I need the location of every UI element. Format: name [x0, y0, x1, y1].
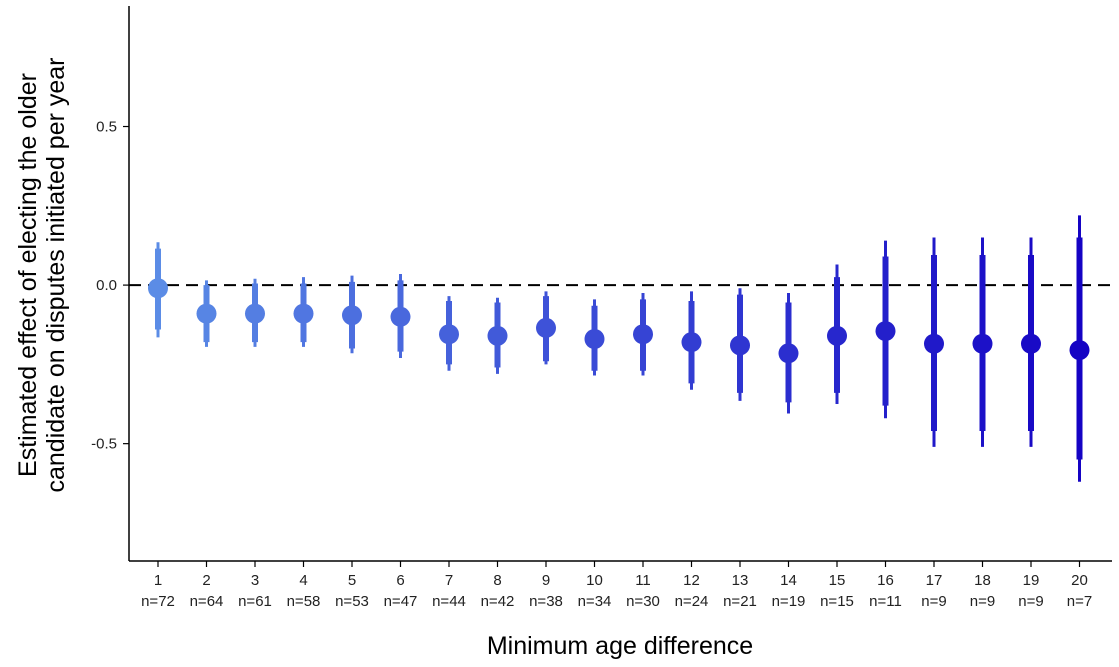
x-tick-label: 8 — [493, 572, 501, 589]
sample-size-label: n=7 — [1067, 593, 1092, 610]
y-axis-title-line-1: Estimated effect of electing the older — [14, 73, 42, 477]
sample-size-label: n=64 — [190, 593, 224, 610]
sample-size-label: n=72 — [141, 593, 175, 610]
x-tick-label: 2 — [202, 572, 210, 589]
sample-size-label: n=61 — [238, 593, 272, 610]
x-tick-label: 20 — [1071, 572, 1088, 589]
x-tick-label: 5 — [348, 572, 356, 589]
estimate-point — [148, 278, 168, 299]
estimate-point — [390, 306, 411, 327]
sample-size-label: n=9 — [921, 593, 946, 610]
x-tick-label: 9 — [542, 572, 550, 589]
x-tick-label: 16 — [877, 572, 894, 589]
estimate-point — [681, 332, 702, 353]
x-axis-title: Minimum age difference — [487, 632, 753, 660]
estimate-point — [487, 325, 508, 346]
sample-size-label: n=30 — [626, 593, 660, 610]
sample-size-label: n=44 — [432, 593, 466, 610]
sample-size-label: n=58 — [287, 593, 321, 610]
x-tick-label: 1 — [154, 572, 162, 589]
estimate-point — [1021, 333, 1041, 354]
sample-size-label: n=47 — [384, 593, 418, 610]
y-tick-label: 0.5 — [96, 119, 117, 136]
x-tick-label: 10 — [586, 572, 603, 589]
sample-size-label: n=53 — [335, 593, 369, 610]
x-tick-label: 14 — [780, 572, 797, 589]
x-tick-label: 6 — [396, 572, 404, 589]
x-tick-label: 12 — [683, 572, 700, 589]
estimate-point — [584, 329, 605, 349]
estimate-point — [293, 303, 314, 324]
x-tick-label: 18 — [974, 572, 991, 589]
estimate-point — [536, 317, 556, 338]
x-tick-label: 17 — [926, 572, 943, 589]
sample-size-label: n=24 — [675, 593, 709, 610]
sample-size-label: n=34 — [578, 593, 612, 610]
estimate-point — [924, 333, 944, 354]
x-tick-label: 15 — [829, 572, 846, 589]
x-tick-label: 11 — [635, 572, 651, 589]
estimate-point — [439, 324, 459, 345]
sample-size-label: n=11 — [869, 593, 902, 610]
sample-size-label: n=15 — [820, 593, 854, 610]
estimate-point — [730, 335, 750, 356]
estimate-point — [196, 303, 217, 324]
sample-size-label: n=19 — [772, 593, 806, 610]
estimate-point — [827, 325, 847, 346]
estimate-point — [972, 333, 993, 354]
sample-size-label: n=42 — [481, 593, 515, 610]
sample-size-label: n=9 — [970, 593, 995, 610]
x-tick-label: 13 — [732, 572, 749, 589]
estimate-point — [875, 321, 896, 342]
x-tick-label: 7 — [445, 572, 453, 589]
y-axis-title: Estimated effect of electing the older c… — [14, 57, 70, 492]
estimate-point — [778, 343, 799, 364]
estimate-point — [342, 305, 362, 326]
x-tick-label: 4 — [299, 572, 307, 589]
estimate-point — [633, 324, 653, 345]
sample-size-label: n=9 — [1018, 593, 1043, 610]
y-tick-label: -0.5 — [91, 436, 117, 453]
x-tick-label: 3 — [251, 572, 259, 589]
y-axis-title-line-2: candidate on disputes initiated per year — [42, 57, 70, 492]
plot-area: 0.5 0.0 -0.5 1 n=72 2 n=64 3 n=61 4 n=58 5 n=53 6 n=47… — [91, 6, 1112, 610]
sample-size-label: n=38 — [529, 593, 563, 610]
sample-size-label: n=21 — [723, 593, 757, 610]
x-tick-label: 19 — [1023, 572, 1040, 589]
estimate-point — [1069, 340, 1090, 361]
y-tick-label: 0.0 — [96, 277, 117, 294]
estimate-point — [245, 303, 265, 324]
